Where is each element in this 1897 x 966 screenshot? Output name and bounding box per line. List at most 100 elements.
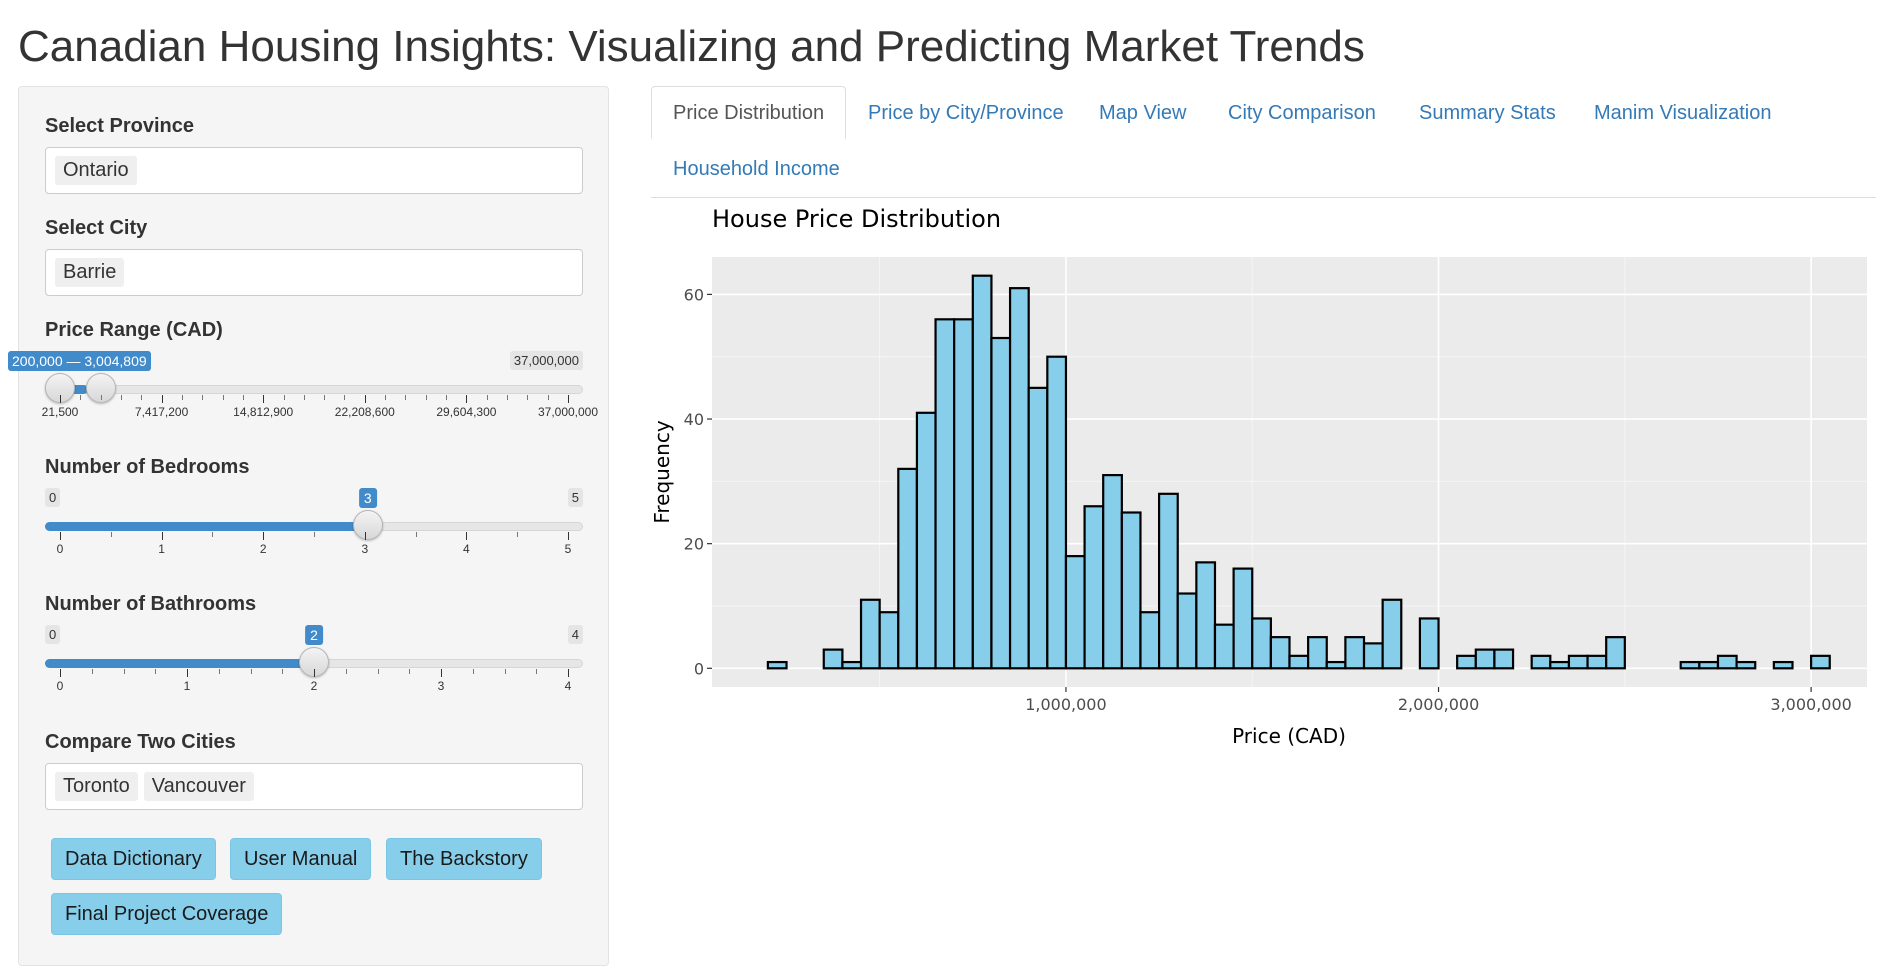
y-axis: 0 20 40 60: [684, 285, 712, 678]
x-tick-label: 2,000,000: [1398, 695, 1479, 714]
tab-summary-stats[interactable]: Summary Stats: [1419, 102, 1556, 124]
slider-tick: [263, 532, 265, 540]
x-axis: 1,000,000 2,000,000 3,000,000: [1025, 687, 1852, 714]
bedrooms-slider[interactable]: 0 5 3 0 1 2 3 4 5: [45, 488, 583, 568]
price-range-track[interactable]: [45, 385, 583, 394]
compare-chip-2[interactable]: Vancouver: [143, 772, 254, 801]
bathrooms-max: 4: [567, 625, 583, 644]
slider-tick: [441, 669, 442, 677]
slider-minor-tick: [324, 395, 326, 400]
tab-household-income[interactable]: Household Income: [673, 158, 840, 180]
histogram-bar: [1139, 611, 1161, 670]
province-chip[interactable]: Ontario: [55, 156, 137, 185]
slider-minor-tick: [504, 669, 506, 674]
histogram-bars: [766, 274, 1831, 670]
slider-minor-tick: [314, 532, 315, 537]
bedrooms-max: 5: [567, 488, 583, 507]
price-range-label: Price Range (CAD): [45, 319, 223, 341]
histogram-bar: [1493, 648, 1515, 670]
slider-minor-tick: [123, 669, 125, 674]
histogram-bar: [1456, 654, 1477, 670]
tab-price-distribution[interactable]: Price Distribution: [651, 86, 847, 139]
app-title: Canadian Housing Insights: Visualizing a…: [18, 22, 1365, 71]
bathrooms-value: 2: [305, 625, 323, 645]
histogram-bar: [1325, 660, 1347, 670]
slider-tick: [364, 532, 366, 540]
histogram-bar: [1008, 287, 1030, 670]
slider-minor-tick: [100, 395, 102, 400]
slider-minor-tick: [377, 669, 379, 674]
compare-chip-1[interactable]: Toronto: [55, 772, 138, 801]
slider-tick-label: 4: [564, 679, 572, 693]
slider-minor-tick: [202, 395, 204, 400]
histogram-bar: [1288, 654, 1310, 670]
slider-minor-tick: [385, 395, 387, 400]
compare-select[interactable]: Toronto Vancouver: [45, 763, 583, 810]
bedrooms-value: 3: [358, 488, 377, 508]
slider-tick-label: 29,604,300: [436, 405, 497, 419]
data-dictionary-button[interactable]: Data Dictionary: [51, 838, 216, 880]
slider-tick: [466, 532, 468, 540]
price-range-value: 200,000 — 3,004,809: [8, 351, 151, 371]
tab-price-by-city[interactable]: Price by City/Province: [868, 102, 1064, 124]
histogram-bar: [859, 598, 881, 670]
histogram-bar: [897, 467, 919, 670]
slider-minor-tick: [155, 669, 157, 674]
histogram-bar: [1549, 660, 1571, 670]
histogram-bar: [1251, 617, 1272, 670]
histogram-bar: [1307, 636, 1328, 670]
slider-tick-label: 0: [56, 542, 64, 556]
tab-city-comparison[interactable]: City Comparison: [1228, 102, 1376, 124]
slider-minor-tick: [344, 395, 346, 400]
slider-minor-tick: [405, 395, 407, 400]
histogram-bar: [1418, 617, 1440, 670]
slider-tick-label: 3: [437, 679, 445, 693]
slider-minor-tick: [409, 669, 411, 674]
price-range-slider[interactable]: 200,000 — 3,004,809 37,000,000 21,500 7,4…: [8, 351, 598, 431]
bedrooms-handle[interactable]: [352, 510, 383, 540]
bedrooms-fill: [45, 522, 368, 531]
city-select[interactable]: Barrie: [45, 249, 583, 296]
user-manual-button[interactable]: User Manual: [230, 838, 372, 880]
slider-tick: [60, 395, 61, 403]
slider-minor-tick: [283, 395, 285, 400]
province-select[interactable]: Ontario: [45, 147, 583, 194]
histogram-bar: [1567, 654, 1589, 670]
province-label: Select Province: [45, 115, 194, 137]
slider-tick-label: 22,208,600: [334, 405, 395, 419]
slider-minor-tick: [250, 669, 252, 674]
bathrooms-min: 0: [45, 625, 61, 644]
histogram-bar: [1698, 660, 1720, 670]
histogram-bar: [1213, 623, 1235, 670]
backstory-button[interactable]: The Backstory: [386, 838, 542, 880]
slider-tick-label: 2: [259, 542, 267, 556]
slider-tick: [568, 669, 569, 677]
x-axis-label: Price (CAD): [1232, 724, 1346, 748]
bathrooms-label: Number of Bathrooms: [45, 593, 257, 615]
tab-bar: Price Distribution Price by City/Provinc…: [651, 86, 1876, 198]
slider-tick-label: 2: [310, 679, 318, 693]
tab-map-view[interactable]: Map View: [1099, 102, 1187, 124]
slider-tick-label: 4: [463, 542, 470, 556]
slider-minor-tick: [507, 395, 509, 400]
y-axis-label: Frequency: [651, 420, 674, 523]
histogram-bar: [934, 318, 956, 670]
slider-minor-tick: [80, 395, 82, 400]
slider-tick-label: 14,812,900: [233, 405, 294, 419]
bathrooms-slider[interactable]: 0 4 2 0 1 2 3 4: [45, 625, 583, 705]
histogram-bar: [953, 318, 974, 670]
slider-minor-tick: [242, 395, 244, 400]
slider-minor-tick: [282, 669, 284, 674]
histogram-bar: [1810, 654, 1831, 670]
chart-title: House Price Distribution: [712, 205, 1001, 233]
histogram-bar: [1083, 505, 1105, 670]
city-chip[interactable]: Barrie: [55, 258, 125, 287]
histogram-bar: [1176, 592, 1198, 670]
bathrooms-handle[interactable]: [299, 647, 329, 677]
compare-label: Compare Two Cities: [45, 731, 236, 753]
histogram-bar: [841, 660, 863, 670]
slider-tick: [161, 395, 163, 403]
tab-manim-visualization[interactable]: Manim Visualization: [1594, 102, 1772, 124]
final-project-coverage-button[interactable]: Final Project Coverage: [51, 893, 283, 935]
slider-minor-tick: [345, 669, 347, 674]
